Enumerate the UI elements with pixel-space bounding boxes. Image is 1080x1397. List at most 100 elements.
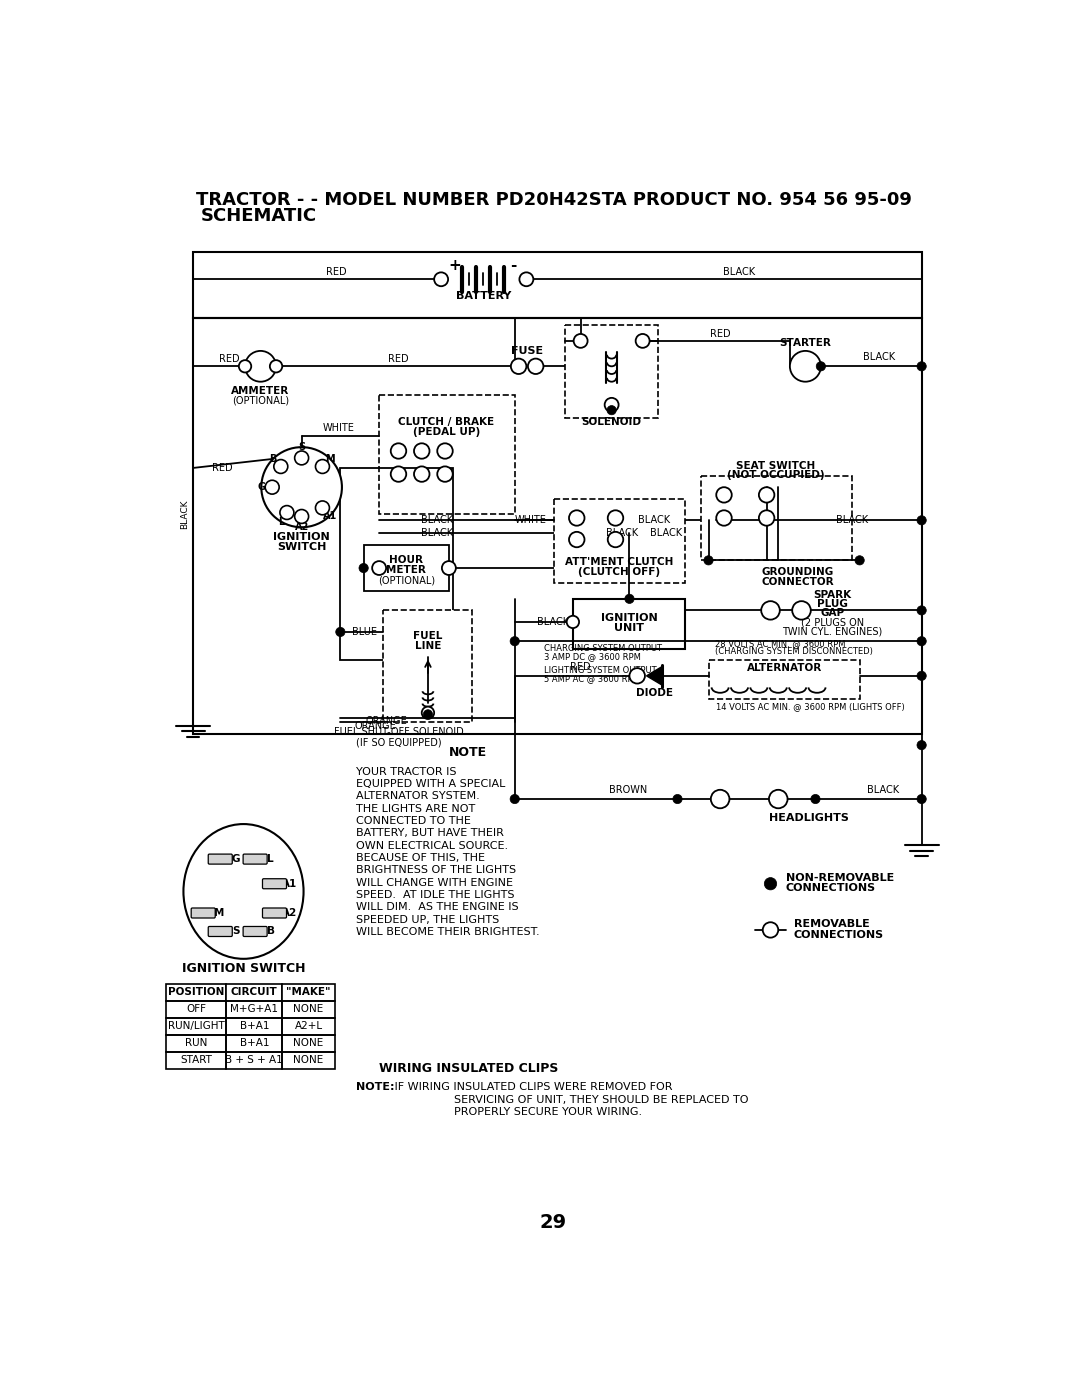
Text: PROPERLY SECURE YOUR WIRING.: PROPERLY SECURE YOUR WIRING. (455, 1106, 643, 1118)
Circle shape (711, 789, 729, 809)
Text: NOTE:: NOTE: (356, 1083, 394, 1092)
Text: RUN: RUN (185, 1038, 207, 1048)
Text: BECAUSE OF THIS, THE: BECAUSE OF THIS, THE (356, 854, 485, 863)
Text: +: + (448, 258, 461, 272)
Circle shape (414, 443, 430, 458)
Text: NONE: NONE (294, 1004, 324, 1014)
Circle shape (573, 334, 588, 348)
Text: SEAT SWITCH: SEAT SWITCH (737, 461, 815, 471)
Text: CONNECTOR: CONNECTOR (761, 577, 834, 587)
Text: CIRCUIT: CIRCUIT (231, 988, 278, 997)
Text: METER: METER (387, 566, 427, 576)
Text: G: G (257, 482, 266, 492)
Text: M: M (325, 454, 335, 464)
Text: ORANGE: ORANGE (366, 715, 408, 725)
Text: OFF: OFF (186, 1004, 206, 1014)
Text: THE LIGHTS ARE NOT: THE LIGHTS ARE NOT (356, 803, 475, 813)
Text: PLUG: PLUG (818, 599, 848, 609)
Circle shape (422, 707, 434, 719)
Circle shape (295, 510, 309, 524)
Circle shape (917, 515, 927, 525)
Text: IGNITION: IGNITION (602, 613, 658, 623)
Text: BLUE: BLUE (352, 627, 377, 637)
Text: UNIT: UNIT (615, 623, 645, 633)
Circle shape (315, 460, 329, 474)
Text: A2: A2 (295, 522, 309, 532)
Text: CONNECTIONS: CONNECTIONS (794, 929, 883, 940)
Text: RED: RED (213, 462, 233, 474)
Text: A1: A1 (323, 510, 337, 521)
Text: RED: RED (326, 267, 347, 278)
Circle shape (373, 562, 387, 576)
Text: (IF SO EQUIPPED): (IF SO EQUIPPED) (355, 738, 442, 747)
Bar (193, 253, 921, 317)
Text: WILL DIM.  AS THE ENGINE IS: WILL DIM. AS THE ENGINE IS (356, 902, 518, 912)
Circle shape (605, 398, 619, 412)
Text: (CLUTCH OFF): (CLUTCH OFF) (578, 567, 661, 577)
Circle shape (673, 795, 683, 803)
Text: RUN/LIGHT: RUN/LIGHT (167, 1021, 225, 1031)
Bar (340, 468, 453, 661)
Bar (554, 499, 685, 584)
Text: AMMETER: AMMETER (231, 386, 289, 395)
Circle shape (793, 601, 811, 620)
Circle shape (567, 616, 579, 629)
Text: RED: RED (710, 328, 730, 339)
Text: WHITE: WHITE (514, 515, 546, 525)
Circle shape (569, 532, 584, 548)
Text: B+A1: B+A1 (240, 1021, 269, 1031)
Text: STARTER: STARTER (780, 338, 832, 348)
Text: 14 VOLTS AC MIN. @ 3600 RPM (LIGHTS OFF): 14 VOLTS AC MIN. @ 3600 RPM (LIGHTS OFF) (716, 703, 905, 711)
Text: IF WIRING INSULATED CLIPS WERE REMOVED FOR: IF WIRING INSULATED CLIPS WERE REMOVED F… (391, 1083, 672, 1092)
Text: OWN ELECTRICAL SOURCE.: OWN ELECTRICAL SOURCE. (356, 841, 508, 851)
FancyBboxPatch shape (262, 879, 286, 888)
Text: B+A1: B+A1 (240, 1038, 269, 1048)
Circle shape (437, 443, 453, 458)
Circle shape (917, 637, 927, 645)
Text: TWIN CYL. ENGINES): TWIN CYL. ENGINES) (782, 626, 882, 636)
Text: POSITION: POSITION (168, 988, 225, 997)
Bar (701, 475, 852, 560)
Bar (166, 1000, 227, 1018)
Bar (227, 1000, 282, 1018)
Circle shape (816, 362, 825, 372)
Circle shape (917, 740, 927, 750)
Text: SERVICING OF UNIT, THEY SHOULD BE REPLACED TO: SERVICING OF UNIT, THEY SHOULD BE REPLAC… (455, 1095, 748, 1105)
Circle shape (423, 710, 433, 719)
Text: WHITE: WHITE (323, 423, 354, 433)
Text: L: L (268, 854, 274, 865)
Circle shape (266, 481, 279, 495)
Circle shape (414, 467, 430, 482)
Bar (227, 1035, 282, 1052)
Bar (364, 545, 449, 591)
Text: CONNECTIONS: CONNECTIONS (786, 883, 876, 893)
Text: M: M (798, 359, 812, 373)
Text: S: S (232, 926, 240, 936)
Text: SPEED.  AT IDLE THE LIGHTS: SPEED. AT IDLE THE LIGHTS (356, 890, 514, 900)
Text: BATTERY, BUT HAVE THEIR: BATTERY, BUT HAVE THEIR (356, 828, 503, 838)
Text: ALTERNATOR SYSTEM.: ALTERNATOR SYSTEM. (356, 791, 480, 802)
Text: WILL BECOME THEIR BRIGHTEST.: WILL BECOME THEIR BRIGHTEST. (356, 926, 540, 937)
Text: "MAKE": "MAKE" (286, 988, 330, 997)
Circle shape (510, 795, 519, 803)
FancyBboxPatch shape (243, 854, 267, 865)
Circle shape (765, 877, 777, 890)
Text: (CHARGING SYSTEM DISCONNECTED): (CHARGING SYSTEM DISCONNECTED) (715, 647, 873, 657)
Circle shape (245, 351, 276, 381)
Text: BLACK: BLACK (606, 528, 638, 538)
Text: CLUTCH / BRAKE: CLUTCH / BRAKE (399, 416, 495, 426)
Ellipse shape (184, 824, 303, 958)
Circle shape (391, 443, 406, 458)
Circle shape (274, 460, 287, 474)
Text: B + S + A1: B + S + A1 (226, 1055, 283, 1065)
Text: RED: RED (388, 353, 409, 363)
Bar (282, 1052, 335, 1069)
Text: CHARGING SYSTEM OUTPUT: CHARGING SYSTEM OUTPUT (544, 644, 662, 654)
Text: 28 VOLTS AC MIN. @ 3600 RPM: 28 VOLTS AC MIN. @ 3600 RPM (715, 638, 846, 648)
Text: BLACK: BLACK (538, 617, 569, 627)
Text: IGNITION SWITCH: IGNITION SWITCH (181, 963, 306, 975)
Text: A2: A2 (282, 908, 298, 918)
Text: BLACK: BLACK (867, 785, 899, 795)
Circle shape (716, 510, 732, 525)
FancyBboxPatch shape (191, 908, 215, 918)
